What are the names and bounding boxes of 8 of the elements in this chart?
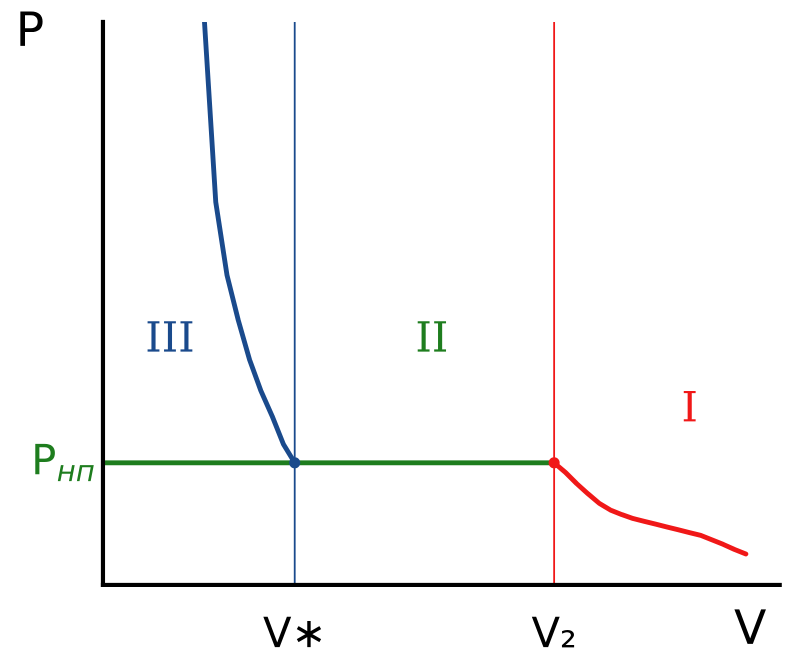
y-axis-title: P [20, 11, 43, 46]
x-tick-label: V₂ [532, 616, 574, 648]
annotation: II [418, 321, 446, 352]
series-label: P$_{нп}$ [35, 444, 94, 482]
annotation: III [148, 321, 192, 352]
x-axis-title: V [734, 609, 766, 644]
x-tick-label: V∗ [263, 616, 322, 648]
annotation: I [684, 391, 696, 422]
